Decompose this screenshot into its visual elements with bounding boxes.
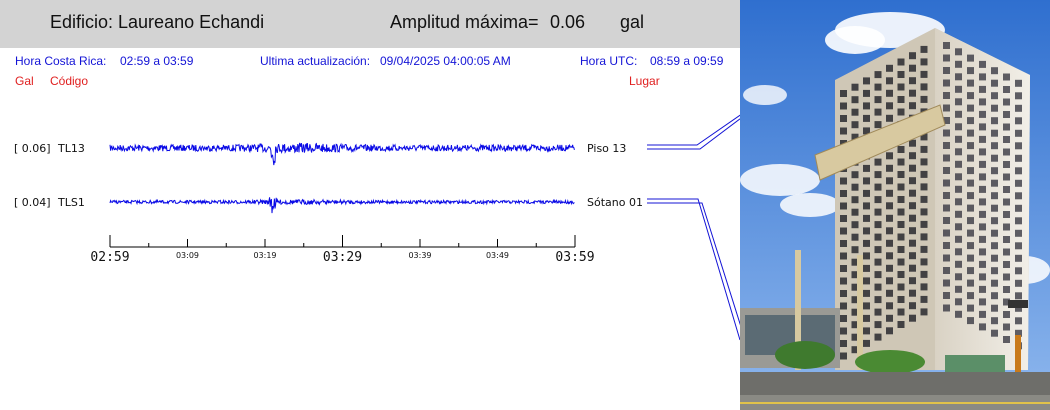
x-tick-label-minor: 03:09	[176, 251, 199, 260]
amplitude-value: 0.06	[550, 12, 586, 32]
amplitude-label: Amplitud máxima=	[390, 12, 539, 32]
leader-line-sotano01-b	[647, 202, 740, 326]
header-bar: Edificio: Laureano Echandi Amplitud máxi…	[0, 0, 740, 48]
building-title: Edificio: Laureano Echandi	[50, 12, 265, 32]
x-tick-label-minor: 03:39	[408, 251, 431, 260]
x-tick-label-major: 02:59	[90, 250, 129, 265]
x-tick-label-major: 03:29	[323, 250, 362, 265]
local-time-label: Hora Costa Rica:	[15, 54, 107, 68]
updated-value: 09/04/2025 04:00:05 AM	[380, 54, 511, 68]
seismogram-plot: 02:59 03:29 03:59 03:09 03:19 03:39 03:49	[90, 99, 740, 341]
column-place: Lugar	[629, 74, 660, 88]
x-tick-label-major: 03:59	[555, 250, 594, 265]
updated-label: Ultima actualización:	[260, 54, 371, 68]
series-1-code: TL13	[58, 142, 85, 155]
utc-label: Hora UTC:	[580, 54, 638, 68]
utc-range: 08:59 a 09:59	[650, 54, 724, 68]
series-2-code: TLS1	[58, 196, 85, 209]
amplitude-unit: gal	[620, 12, 645, 32]
leader-line-piso13-b	[647, 99, 740, 150]
series-2-trace	[109, 197, 575, 214]
x-tick-label-minor: 03:49	[486, 251, 509, 260]
series-1-place: Piso 13	[587, 142, 627, 155]
local-time-range: 02:59 a 03:59	[120, 54, 194, 68]
column-code: Código	[50, 74, 89, 88]
series-2-peak: [ 0.04]	[14, 196, 51, 209]
x-tick-label-minor: 03:19	[253, 251, 276, 260]
leader-line-sotano01	[647, 198, 740, 341]
column-gal: Gal	[15, 74, 34, 88]
series-1-peak: [ 0.06]	[14, 142, 51, 155]
series-1-trace	[109, 142, 575, 166]
leader-line-piso13	[647, 99, 740, 146]
building-photo	[740, 0, 1050, 410]
series-2-place: Sótano 01	[587, 196, 643, 209]
